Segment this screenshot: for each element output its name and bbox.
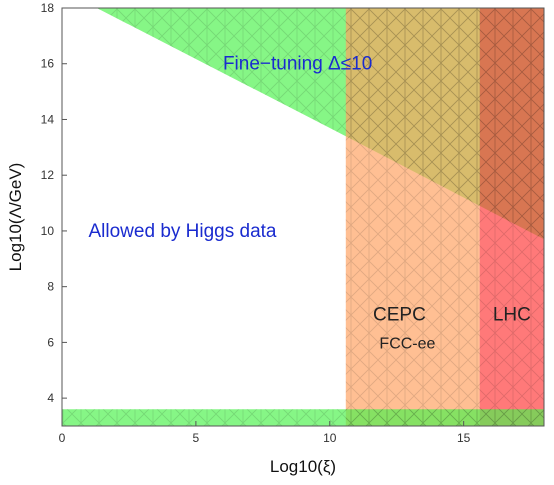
x-tick-label: 10 — [323, 431, 337, 445]
plot-frame — [61, 7, 545, 427]
annotation-fine-tuning-10: Fine−tuning Δ≤10 — [223, 54, 372, 75]
annotation-fcc-ee: FCC-ee — [379, 335, 435, 352]
y-tick-label: 4 — [47, 391, 54, 405]
y-axis-title: Log10(Λ/GeV) — [6, 163, 25, 272]
y-tick-label: 18 — [41, 1, 55, 15]
region-hatch-lhc — [479, 8, 544, 426]
annotation-allowed-by-higgs-data: Allowed by Higgs data — [89, 221, 277, 242]
x-tick-label: 0 — [59, 431, 66, 445]
region-hatch-higgs-data-lower-band — [62, 409, 544, 426]
annotation-lhc: LHC — [493, 305, 531, 326]
y-tick-label: 8 — [47, 280, 54, 294]
x-axis-title: Log10(ξ) — [270, 457, 336, 476]
region-hatch-cepc-fcc-ee — [345, 8, 480, 426]
hatch-layer — [62, 8, 544, 426]
y-tick-label: 6 — [47, 335, 54, 349]
y-tick-label: 12 — [41, 168, 55, 182]
y-tick-label: 10 — [41, 224, 55, 238]
annotation-cepc: CEPC — [373, 305, 426, 326]
x-tick-label: 15 — [457, 431, 471, 445]
x-tick-label: 5 — [193, 431, 200, 445]
annotations-layer: Fine−tuning Δ≤10 Allowed by Higgs data CEP… — [89, 54, 531, 353]
ticks-layer: 0 5 10 15 4 6 8 10 12 14 16 18 — [41, 1, 471, 445]
y-tick-label: 16 — [41, 57, 55, 71]
y-tick-label: 14 — [41, 112, 55, 126]
